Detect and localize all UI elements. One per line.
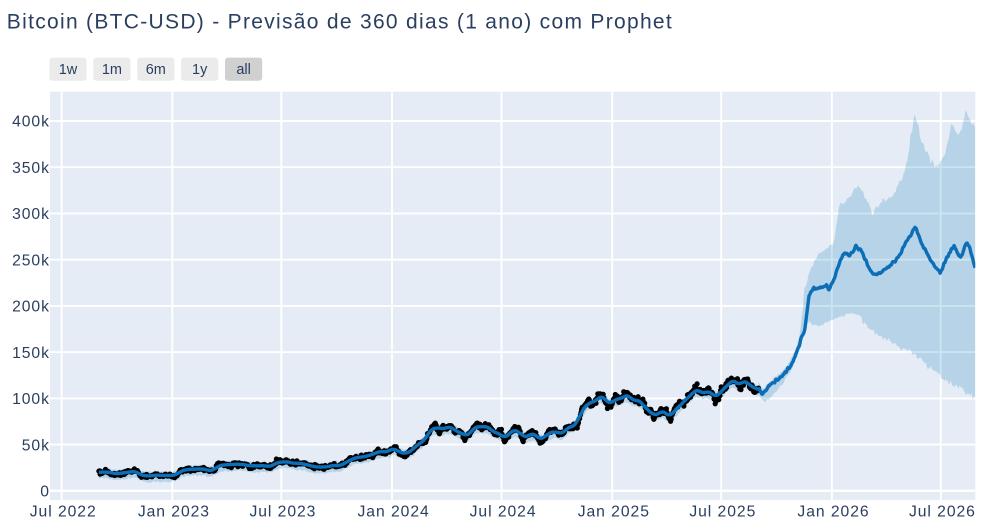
svg-text:150k: 150k [12,345,50,362]
svg-text:Jul 2024: Jul 2024 [470,503,537,520]
svg-text:300k: 300k [12,206,50,223]
svg-text:Jul 2022: Jul 2022 [30,503,97,520]
svg-text:Bitcoin (BTC-USD) - Previsão d: Bitcoin (BTC-USD) - Previsão de 360 dias… [7,11,673,34]
svg-text:Jul 2025: Jul 2025 [689,503,756,520]
svg-text:all: all [236,62,251,78]
svg-text:1m: 1m [102,62,122,78]
svg-text:1w: 1w [59,62,78,78]
svg-text:Jul 2023: Jul 2023 [249,503,316,520]
svg-text:350k: 350k [12,160,50,177]
svg-text:400k: 400k [12,114,50,131]
svg-text:Jan 2025: Jan 2025 [578,503,650,520]
svg-text:0: 0 [40,484,50,501]
svg-text:250k: 250k [12,252,50,269]
svg-text:Jan 2024: Jan 2024 [358,503,430,520]
svg-text:6m: 6m [146,62,166,78]
svg-text:Jul 2026: Jul 2026 [909,503,976,520]
svg-text:1y: 1y [192,62,208,78]
svg-text:Jan 2026: Jan 2026 [797,503,869,520]
svg-text:Jan 2023: Jan 2023 [138,503,210,520]
svg-text:200k: 200k [12,299,50,316]
svg-text:100k: 100k [12,391,50,408]
svg-text:50k: 50k [22,437,50,454]
